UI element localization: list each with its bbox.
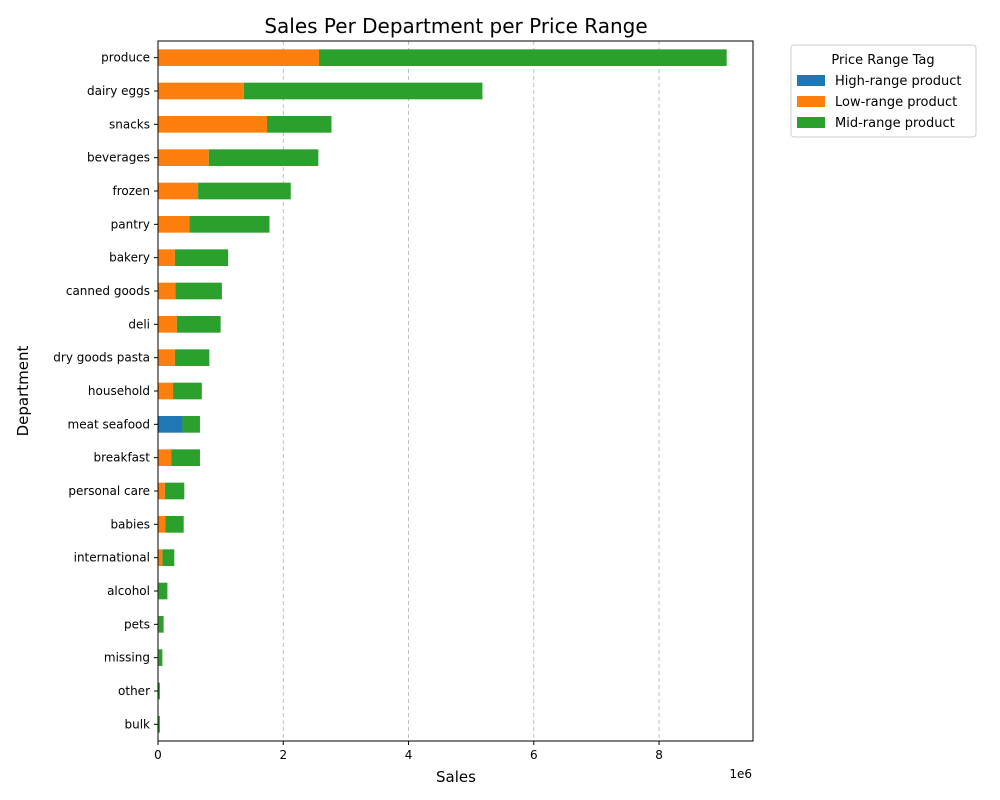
x-tick-label: 4: [405, 748, 413, 762]
legend-label: Low-range product: [835, 95, 957, 110]
bar-segment-pets-2: [158, 616, 164, 633]
bar-segment-international-1: [158, 549, 163, 566]
y-tick-label: household: [88, 384, 150, 398]
y-tick-label: produce: [101, 51, 150, 65]
bar-segment-household-2: [173, 382, 202, 400]
legend-swatch: [797, 96, 825, 107]
legend-title: Price Range Tag: [831, 53, 934, 68]
y-tick-label: babies: [110, 517, 150, 531]
y-tick-label: deli: [128, 317, 150, 331]
bar-segment-beverages-2: [208, 149, 319, 166]
bar-segment-deli-1: [158, 316, 177, 333]
bar-segment-canned-goods-1: [158, 282, 176, 300]
bar-segment-frozen-2: [198, 182, 291, 200]
bar-segment-beverages-1: [158, 149, 209, 166]
y-tick-label: bulk: [124, 717, 150, 731]
bar-segment-canned-goods-2: [175, 282, 222, 300]
bar-segment-produce-2: [318, 49, 727, 66]
x-tick-label: 6: [530, 748, 538, 762]
x-axis-ticks: 0 2 4 6 8: [154, 741, 663, 762]
bar-segment-meat-seafood-0: [158, 416, 183, 433]
y-tick-label: pantry: [111, 217, 150, 231]
x-axis-title: Sales: [436, 768, 476, 786]
y-tick-label: breakfast: [93, 451, 150, 465]
x-axis-offset-label: 1e6: [729, 767, 752, 781]
legend-label: High-range product: [835, 74, 962, 89]
x-tick-label: 8: [655, 748, 663, 762]
y-tick-label: canned goods: [66, 284, 150, 298]
bar-segment-dry-goods-pasta-1: [158, 349, 175, 366]
chart-title: Sales Per Department per Price Range: [264, 14, 647, 38]
x-tick-label: 2: [279, 748, 287, 762]
y-tick-label: missing: [104, 651, 150, 665]
bars: [158, 49, 727, 733]
bar-segment-dry-goods-pasta-2: [174, 349, 210, 366]
legend-swatch: [797, 117, 825, 128]
x-tick-label: 0: [154, 748, 162, 762]
bar-segment-pantry-1: [158, 216, 190, 233]
axes: [157, 40, 754, 742]
y-tick-label: personal care: [68, 484, 150, 498]
y-tick-label: snacks: [109, 117, 150, 131]
y-axis-title: Department: [14, 346, 32, 437]
bar-segment-frozen-1: [158, 182, 199, 200]
y-tick-label: frozen: [112, 184, 150, 198]
legend: Price Range Tag High-range product Low-ra…: [790, 44, 977, 138]
legend-label: Mid-range product: [835, 116, 955, 131]
y-tick-label: bakery: [109, 251, 150, 265]
bar-segment-breakfast-1: [158, 449, 172, 466]
bar-segment-produce-1: [158, 49, 319, 66]
bar-segment-bakery-2: [174, 249, 229, 266]
bar-segment-dairy-eggs-2: [243, 82, 483, 100]
legend-swatch: [797, 75, 825, 86]
bar-segment-international-2: [162, 549, 175, 566]
bar-segment-breakfast-2: [171, 449, 200, 466]
bar-segment-bakery-1: [158, 249, 175, 266]
bar-segment-bulk-2: [158, 716, 160, 733]
bar-segment-personal-care-1: [158, 482, 165, 500]
y-tick-label: other: [118, 684, 150, 698]
y-tick-label: meat seafood: [68, 417, 150, 431]
y-axis-ticks: produce dairy eggs snacks beverages frozen pa…: [53, 51, 158, 731]
bar-segment-meat-seafood-2: [182, 416, 200, 433]
bar-segment-alcohol-2: [158, 582, 168, 600]
bar-segment-snacks-2: [266, 116, 332, 133]
bar-segment-babies-1: [158, 516, 166, 533]
plot-frame: [157, 40, 754, 742]
bar-segment-missing-2: [158, 649, 163, 666]
bar-segment-personal-care-2: [164, 482, 185, 500]
legend-box: [790, 44, 977, 138]
bar-segment-other-2: [158, 682, 160, 700]
bar-segment-deli-2: [176, 316, 221, 333]
y-tick-label: pets: [124, 617, 150, 631]
bar-segment-dairy-eggs-1: [158, 82, 244, 100]
bar-segment-babies-2: [165, 516, 184, 533]
bar-segment-household-1: [158, 382, 174, 400]
y-tick-label: dry goods pasta: [53, 351, 150, 365]
bar-segment-pantry-2: [189, 216, 270, 233]
bar-segment-snacks-1: [158, 116, 267, 133]
grid-lines: [282, 41, 660, 741]
y-tick-label: alcohol: [107, 584, 150, 598]
y-tick-label: beverages: [87, 151, 150, 165]
y-tick-label: international: [74, 551, 150, 565]
y-tick-label: dairy eggs: [87, 84, 150, 98]
